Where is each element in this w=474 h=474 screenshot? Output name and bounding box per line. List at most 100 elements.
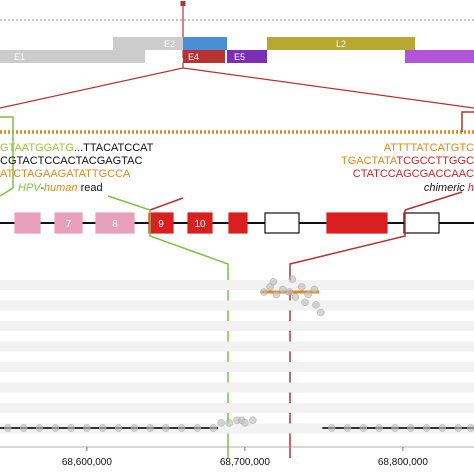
exon-zoom-lines [107,191,463,211]
data-point [375,424,383,432]
data-point [359,424,368,432]
green-breakpoint-connector [149,210,229,458]
data-point [288,275,296,283]
right-read-line-2: TGACTATATCGCCTTGGC [341,155,474,167]
exon-9 [403,212,440,234]
data-point [317,308,325,317]
data-point [20,424,28,432]
left-read-line-2: CGTACTCCACTACGAGTAC [0,155,142,167]
human-gene-track: 7 8 9 10 [0,212,474,234]
grid-bands [0,280,474,434]
data-point [279,285,287,294]
data-point [328,424,336,432]
breakpoint-marker [180,1,186,6]
data-point [249,416,257,425]
data-point [241,419,249,427]
data-point [312,301,320,309]
data-point [260,288,268,296]
exon-label-9: 9 [158,219,164,230]
data-point [467,424,474,432]
data-point [291,293,300,301]
grid-band [0,403,474,413]
x-axis-ticks: 68,600,000 68,700,000 68,800,000 [62,447,428,468]
exon-label-10: 10 [194,219,206,230]
gene-e5: E5 [227,50,267,63]
hpv-zoom-lines [0,63,474,109]
exon-4 [148,212,174,234]
data-point [272,290,281,299]
data-point [35,424,44,432]
gene-l2: L2 [267,37,415,50]
exon-1 [14,212,41,234]
right-read-line-1: ATTTTATCATGTC [384,142,474,154]
x-tick-label: 68,600,000 [62,457,112,468]
grid-band [0,382,474,393]
exon-group: 7 8 9 10 [14,212,440,234]
data-point [217,419,225,427]
gene-e2-blue-segment [183,37,227,50]
data-point [285,288,293,296]
exon-5 [187,212,213,234]
right-read-line-3: CTATCCAGCGACCAAC [353,168,474,180]
data-point [438,424,447,432]
grid-band [0,300,474,311]
x-tick-label: 68,800,000 [378,457,428,468]
x-tick-label: 68,700,000 [220,457,270,468]
grid-band [0,321,474,331]
exon-3 [95,212,135,234]
breakpoint-connectors [149,210,406,458]
coverage-plot: 68,600,000 68,700,000 68,800,000 [0,275,474,468]
gene-label-l2: L2 [336,39,346,49]
hpv-genome-track: E1 E2 E4 E5 L2 [0,1,474,63]
coverage-points [4,275,474,432]
left-read-line-1: GTAATGGATG...TTACATCCAT [0,142,154,154]
red-zoom-line-right [404,191,463,211]
data-point [98,424,107,432]
right-read-bracket [461,111,474,132]
left-read-line-3: ATCTAGAAGATATTGCCA [0,168,131,180]
data-point [310,285,319,294]
exon-label-7: 7 [66,219,72,230]
data-point [304,290,312,299]
data-point [391,424,399,432]
grid-band [0,362,474,372]
data-point [422,424,431,432]
exon-2 [54,212,83,234]
data-point [67,424,75,432]
grid-band [0,341,474,352]
left-read-label: HPV-human read [18,182,103,194]
data-point [209,424,218,432]
red-breakpoint-connector [289,210,406,458]
data-point [83,424,91,432]
gene-e4: E4 [183,50,225,63]
left-read-bracket [0,116,14,197]
data-point [407,424,415,432]
data-point [269,278,278,286]
red-zoom-line-left [149,197,184,211]
data-point [114,424,123,432]
grid-band [0,423,474,434]
gene-label-e5: E5 [234,52,245,62]
data-point [130,424,139,432]
data-point [4,424,12,432]
data-point [146,424,154,432]
gene-e1: E1 [0,50,145,63]
read-alignment-region: GTAATGGATG...TTACATCCAT CGTACTCCACTACGAG… [0,111,474,197]
grid-band [0,280,474,290]
green-zoom-line [107,195,151,211]
gene-l1 [405,50,474,63]
gene-label-e2: E2 [164,39,175,49]
data-point [301,298,309,306]
gene-label-e4: E4 [188,52,199,62]
gene-e2: E2 [113,37,183,50]
data-point [162,424,170,432]
data-point [177,424,186,432]
exon-7 [264,212,300,234]
right-read-label: chimeric h [424,182,474,194]
data-point [298,283,306,291]
gene-label-e1: E1 [14,52,25,62]
data-point [454,424,462,432]
data-point [51,424,59,432]
exon-label-8: 8 [112,219,118,230]
